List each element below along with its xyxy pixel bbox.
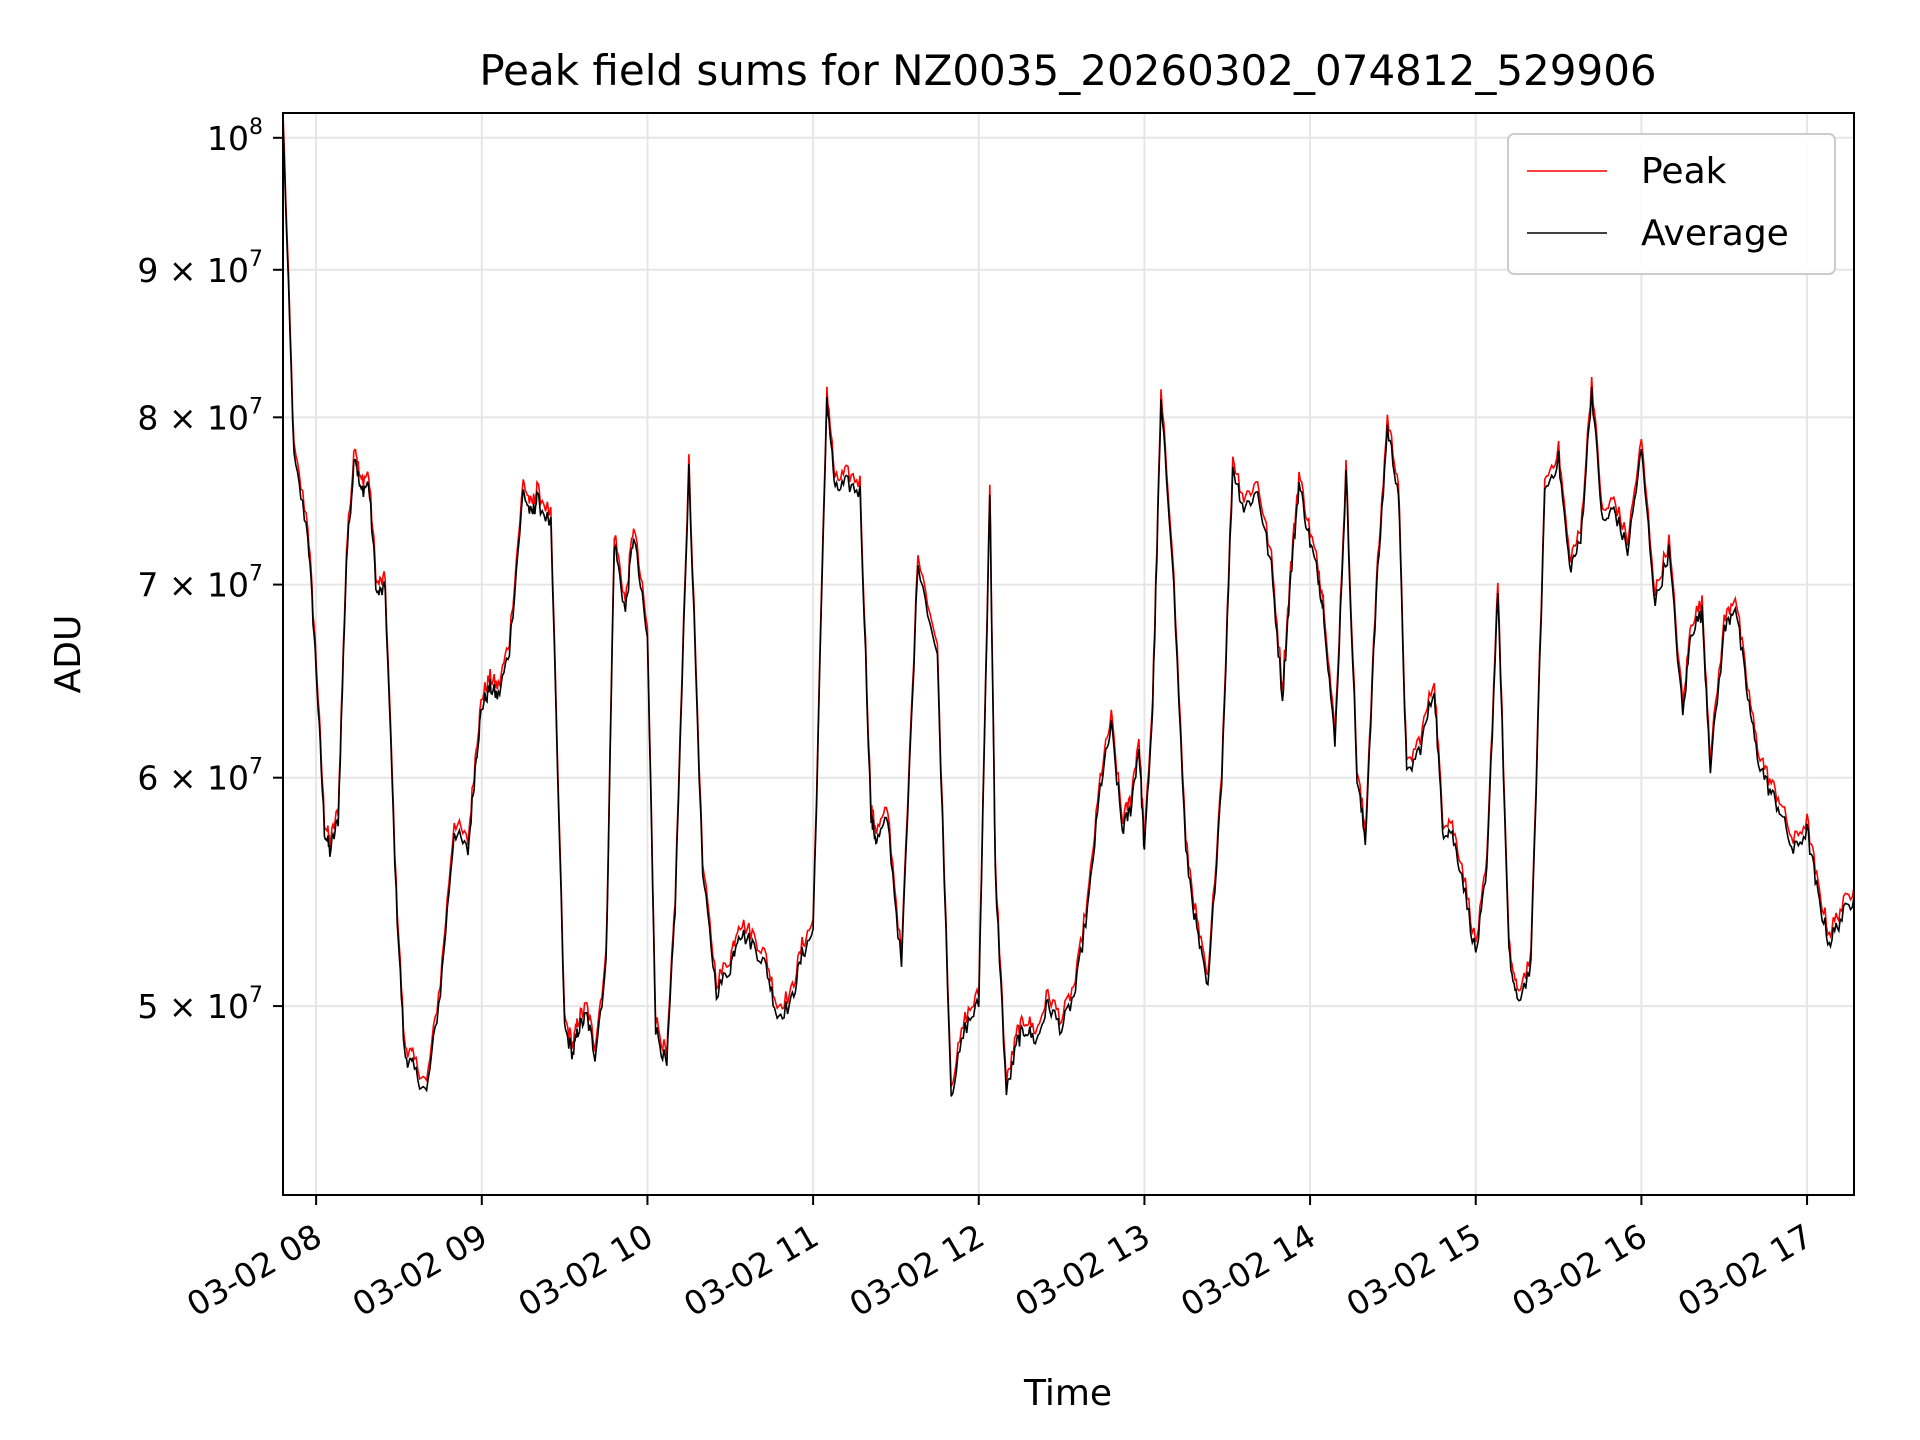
- y-ticks: 5 × 107 6 × 107 7 × 107 8 × 107 9 × 107 108: [137, 115, 283, 1026]
- y-tick-label: 9 × 107: [137, 247, 263, 290]
- legend-label-peak: Peak: [1641, 151, 1727, 192]
- y-tick-label: 8 × 107: [137, 394, 263, 437]
- legend-box: [1507, 133, 1836, 275]
- chart-title: Peak field sums for NZ0035_20260302_0748…: [479, 46, 1656, 95]
- series-layer: [282, 112, 1855, 1097]
- y-tick-label: 5 × 107: [137, 983, 263, 1026]
- x-axis-label: Time: [1023, 1373, 1112, 1414]
- legend: Peak Average: [1507, 133, 1836, 275]
- y-axis-label: ADU: [48, 615, 89, 694]
- y-tick-label: 6 × 107: [137, 755, 263, 798]
- series-line-average: [282, 123, 1855, 1097]
- y-tick-label: 7 × 107: [137, 562, 263, 605]
- legend-label-average: Average: [1641, 213, 1789, 254]
- plot-frame: [282, 112, 1855, 1196]
- y-tick-label: 108: [207, 115, 263, 158]
